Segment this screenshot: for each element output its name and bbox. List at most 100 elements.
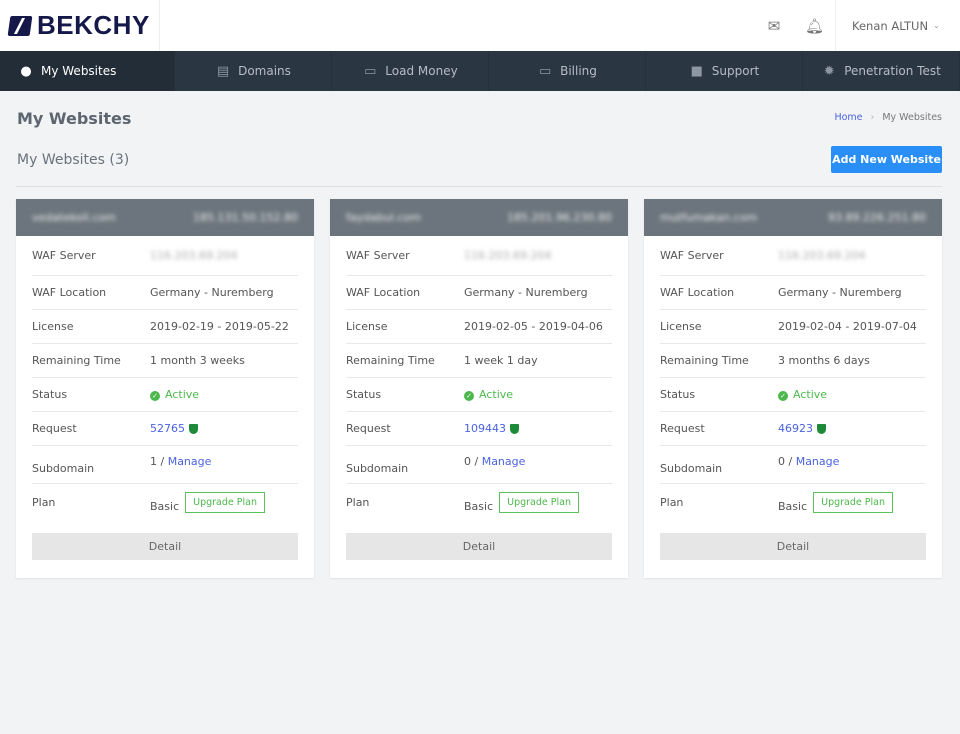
- waf-server-value: 116.203.69.204: [778, 249, 866, 262]
- request-count[interactable]: 109443: [464, 422, 506, 435]
- website-domain[interactable]: mutfumakan.com: [660, 211, 758, 224]
- chat-icon: ■: [690, 63, 703, 79]
- label: Status: [32, 388, 68, 401]
- check-circle-icon: ✓: [150, 391, 160, 401]
- website-domain[interactable]: vedatekoll.com: [32, 211, 116, 224]
- row-license: License 2019-02-04 - 2019-07-04: [660, 310, 926, 344]
- detail-button[interactable]: Detail: [660, 533, 926, 560]
- breadcrumb-home[interactable]: Home: [834, 112, 863, 123]
- row-waf-server: WAF Server 116.203.69.204: [32, 236, 298, 276]
- page-title: My Websites: [17, 109, 132, 128]
- nav-load-money[interactable]: ▭ Load Money: [332, 51, 489, 91]
- request-count[interactable]: 46923: [778, 422, 813, 435]
- license-value: 2019-02-04 - 2019-07-04: [778, 320, 917, 333]
- plan-value: Basic: [464, 500, 494, 513]
- waf-location-value: Germany - Nuremberg: [150, 286, 274, 299]
- check-circle-icon: ✓: [778, 391, 788, 401]
- row-status: Status ✓ Active: [660, 378, 926, 412]
- row-remaining-time: Remaining Time 3 months 6 days: [660, 344, 926, 378]
- label: Plan: [660, 496, 684, 509]
- nav-support[interactable]: ■ Support: [646, 51, 803, 91]
- subdomain-count: 1 /: [150, 455, 165, 468]
- row-plan: Plan Basic Upgrade Plan: [660, 484, 926, 528]
- license-value: 2019-02-19 - 2019-05-22: [150, 320, 289, 333]
- website-ip: 185.201.96.230.80: [507, 211, 612, 224]
- label: Plan: [346, 496, 370, 509]
- label: License: [346, 320, 388, 333]
- label: Remaining Time: [346, 354, 435, 367]
- bug-icon: ✹: [823, 63, 835, 79]
- label: WAF Server: [346, 249, 410, 262]
- nav-penetration-test[interactable]: ✹ Penetration Test: [803, 51, 960, 91]
- card-plus-icon: ▭: [364, 63, 377, 79]
- breadcrumb-separator-icon: ›: [870, 112, 875, 123]
- shield-check-icon: [189, 423, 198, 434]
- detail-button[interactable]: Detail: [346, 533, 612, 560]
- label: Subdomain: [346, 462, 409, 475]
- brand-name: BEKCHY: [37, 10, 150, 40]
- license-value: 2019-02-05 - 2019-04-06: [464, 320, 603, 333]
- label: Status: [660, 388, 696, 401]
- subdomain-count: 0 /: [464, 455, 479, 468]
- row-request: Request 52765: [32, 412, 298, 446]
- manage-link[interactable]: Manage: [167, 455, 212, 468]
- request-count[interactable]: 52765: [150, 422, 185, 435]
- subdomain-count: 0 /: [778, 455, 793, 468]
- label: Plan: [32, 496, 56, 509]
- nav-billing[interactable]: ▭ Billing: [489, 51, 646, 91]
- label: WAF Server: [32, 249, 96, 262]
- upgrade-plan-button[interactable]: Upgrade Plan: [813, 492, 893, 513]
- row-waf-server: WAF Server 116.203.69.204: [346, 236, 612, 276]
- nav-label: Domains: [238, 64, 291, 78]
- nav-label: Penetration Test: [844, 64, 941, 78]
- server-icon: ▤: [216, 63, 230, 79]
- row-waf-server: WAF Server 116.203.69.204: [660, 236, 926, 276]
- row-waf-location: WAF Location Germany - Nuremberg: [346, 276, 612, 310]
- website-card: faydabul.com 185.201.96.230.80 WAF Serve…: [330, 199, 628, 578]
- waf-server-value: 116.203.69.204: [464, 249, 552, 262]
- row-remaining-time: Remaining Time 1 week 1 day: [346, 344, 612, 378]
- website-domain[interactable]: faydabul.com: [346, 211, 421, 224]
- label: Remaining Time: [32, 354, 121, 367]
- manage-link[interactable]: Manage: [481, 455, 526, 468]
- upgrade-plan-button[interactable]: Upgrade Plan: [499, 492, 579, 513]
- website-ip: 93.89.226.251.80: [828, 211, 926, 224]
- manage-link[interactable]: Manage: [795, 455, 840, 468]
- brand-logo[interactable]: BEKCHY: [0, 0, 160, 51]
- breadcrumb-current: My Websites: [882, 112, 942, 123]
- label: Remaining Time: [660, 354, 749, 367]
- logo-mark-icon: [7, 15, 33, 36]
- label: WAF Server: [660, 249, 724, 262]
- nav-label: My Websites: [41, 64, 117, 78]
- upgrade-plan-button[interactable]: Upgrade Plan: [185, 492, 265, 513]
- label: Subdomain: [660, 462, 723, 475]
- label: Request: [32, 422, 77, 435]
- nav-label: Load Money: [385, 64, 458, 78]
- user-menu[interactable]: Kenan ALTUN ⌄: [835, 0, 960, 51]
- status-badge: Active: [793, 388, 828, 401]
- detail-button[interactable]: Detail: [32, 533, 298, 560]
- card-header: faydabul.com 185.201.96.230.80: [330, 199, 628, 236]
- waf-location-value: Germany - Nuremberg: [464, 286, 588, 299]
- globe-icon: ●: [20, 63, 32, 79]
- divider: [16, 186, 942, 187]
- waf-location-value: Germany - Nuremberg: [778, 286, 902, 299]
- row-subdomain: Subdomain 1 / Manage: [32, 446, 298, 484]
- breadcrumb: Home › My Websites: [834, 112, 942, 123]
- mail-icon[interactable]: ✉: [767, 16, 781, 35]
- user-name: Kenan ALTUN: [852, 18, 929, 33]
- section-title: My Websites (3): [17, 152, 130, 168]
- row-license: License 2019-02-19 - 2019-05-22: [32, 310, 298, 344]
- label: WAF Location: [32, 286, 107, 299]
- nav-domains[interactable]: ▤ Domains: [175, 51, 332, 91]
- remaining-value: 1 week 1 day: [464, 354, 538, 367]
- row-status: Status ✓ Active: [32, 378, 298, 412]
- nav-label: Support: [711, 64, 760, 78]
- status-badge: Active: [479, 388, 514, 401]
- chevron-down-icon: ⌄: [933, 21, 940, 30]
- row-plan: Plan Basic Upgrade Plan: [346, 484, 612, 528]
- bell-icon[interactable]: 🔔︎: [805, 16, 825, 35]
- nav-my-websites[interactable]: ● My Websites: [0, 51, 175, 91]
- credit-card-icon: ▭: [538, 63, 552, 79]
- add-new-website-button[interactable]: Add New Website: [831, 146, 942, 173]
